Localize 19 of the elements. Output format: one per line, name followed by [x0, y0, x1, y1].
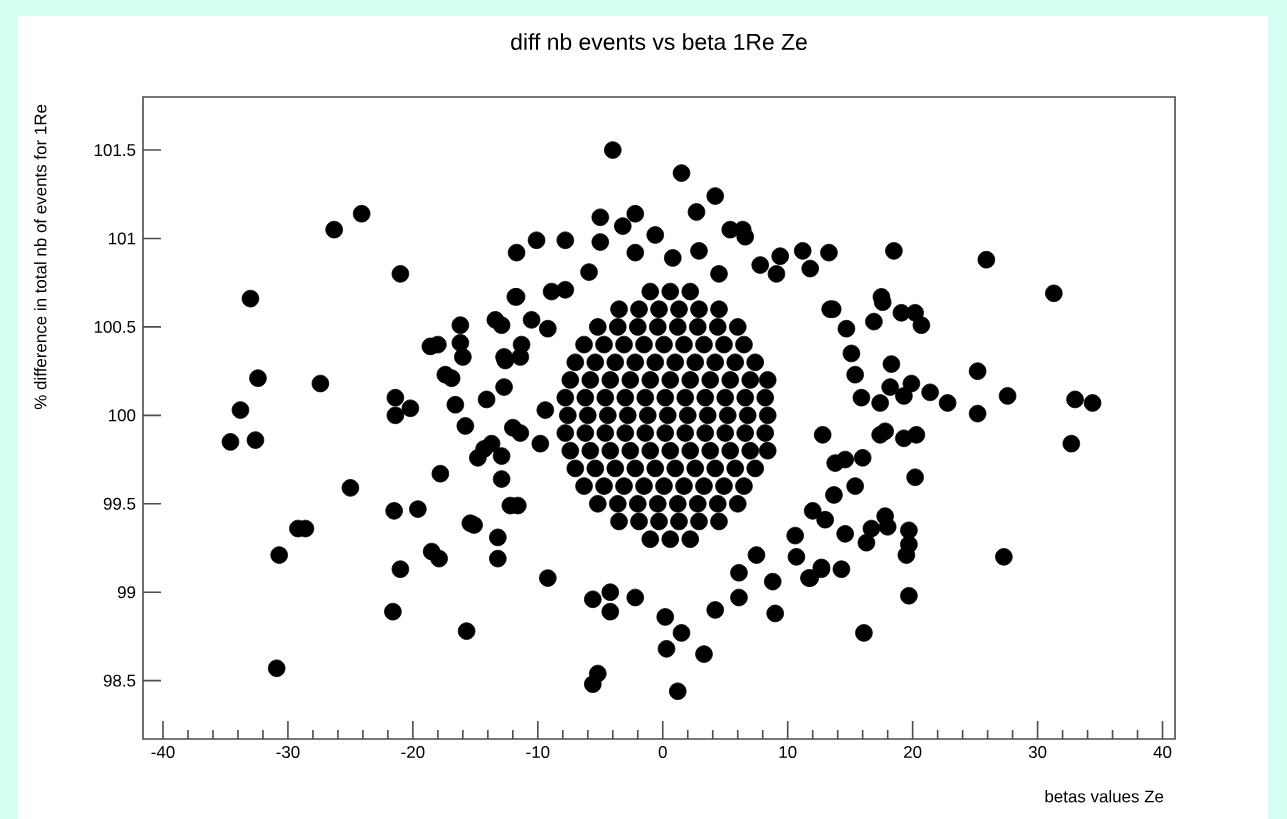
y-tick-label: 101 [108, 232, 136, 245]
y-tick-label: 99.5 [103, 497, 136, 510]
x-tick-label: 20 [904, 746, 922, 759]
x-tick-label: -40 [151, 746, 175, 759]
y-tick-label: 101.5 [94, 144, 136, 157]
y-tick-label: 100 [108, 409, 136, 422]
y-tick-label: 100.5 [94, 320, 136, 333]
x-tick-label: 40 [1153, 746, 1172, 759]
y-axis-title: % difference in total nb of events for 1Re [34, 104, 47, 410]
x-axis-title: betas values Ze [1045, 790, 1164, 803]
y-tick-label: 99 [117, 586, 136, 599]
x-tick-label: -10 [526, 746, 550, 759]
x-tick-label: -30 [276, 746, 300, 759]
x-tick-label: -20 [401, 746, 425, 759]
x-tick-label: 0 [658, 746, 667, 759]
chart-title: diff nb events vs beta 1Re Ze [511, 33, 807, 50]
x-tick-label: 10 [779, 746, 797, 759]
y-tick-label: 98.5 [103, 674, 136, 687]
x-tick-label: 30 [1028, 746, 1047, 759]
